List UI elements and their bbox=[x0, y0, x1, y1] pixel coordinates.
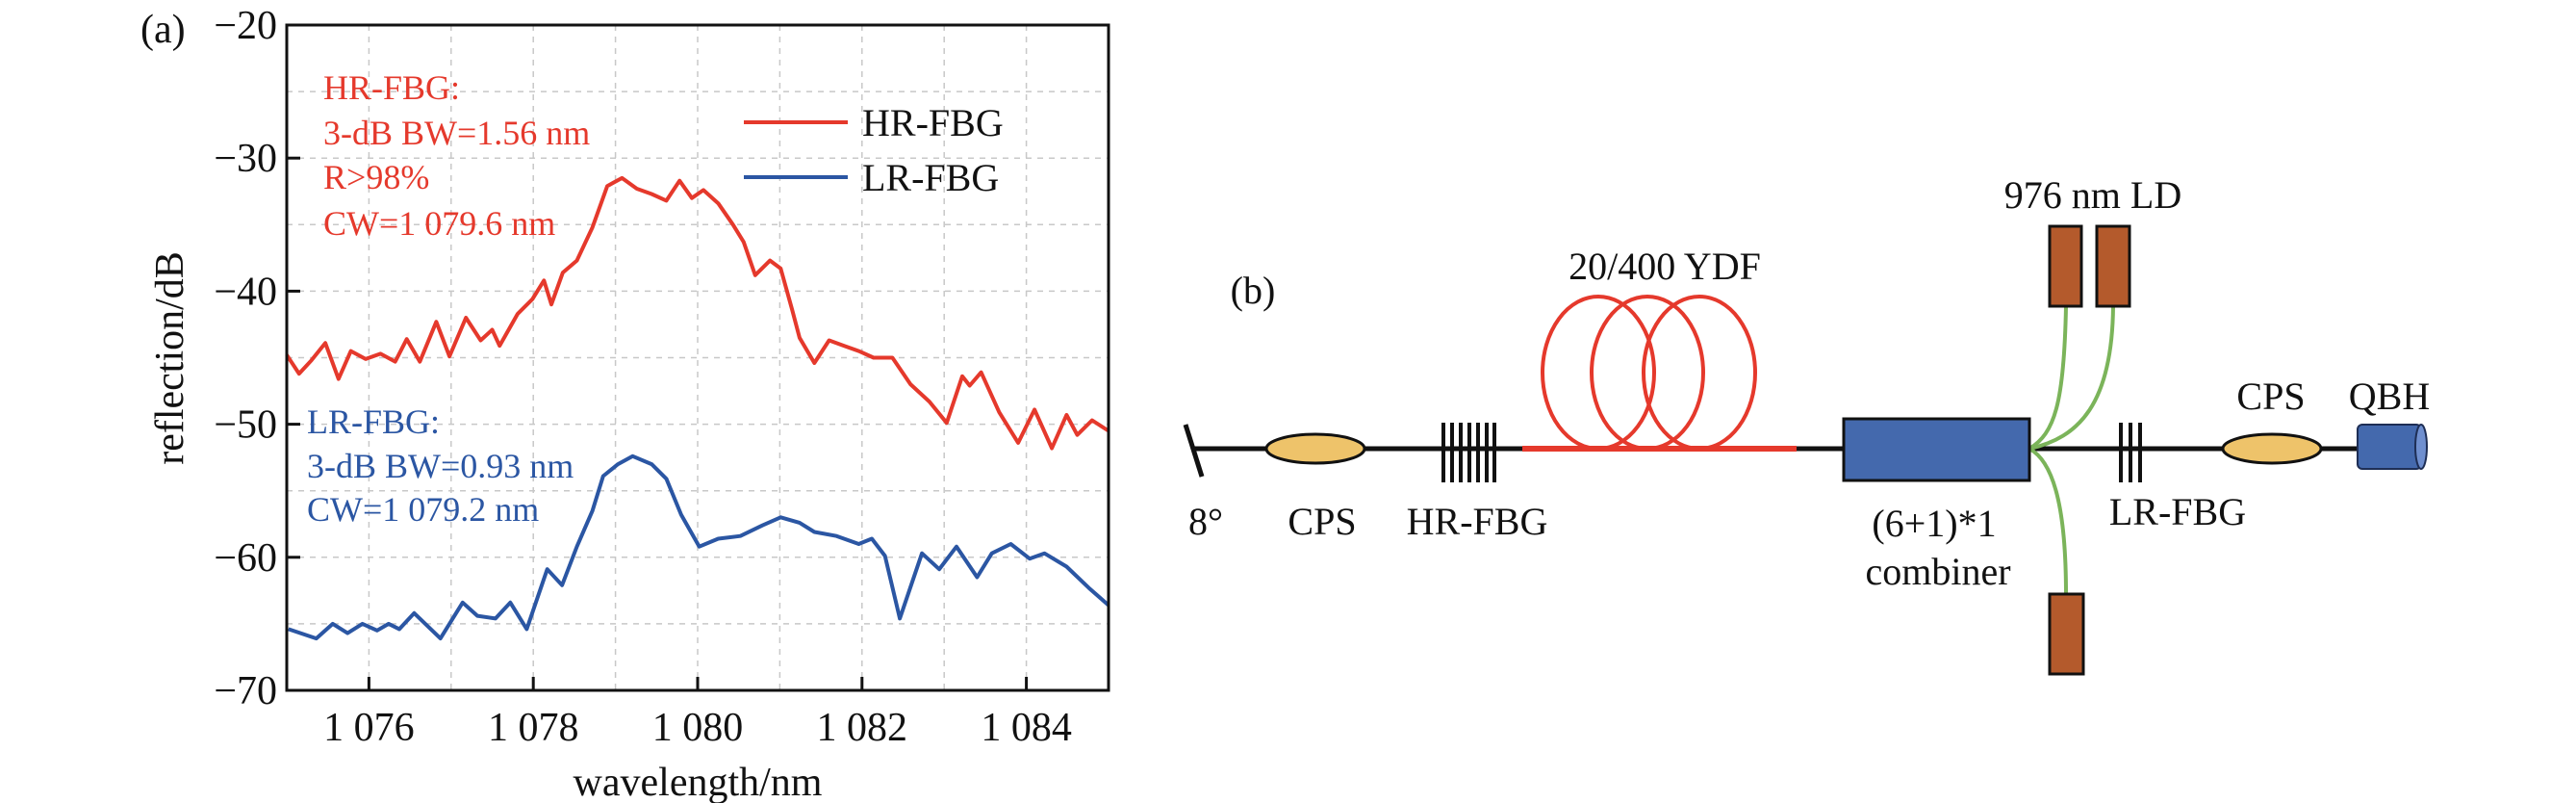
y-axis-label: reflection/dB bbox=[148, 251, 192, 465]
hr-fbg-label: HR-FBG bbox=[1407, 500, 1548, 543]
lr-annotation-line: CW=1 079.2 nm bbox=[307, 490, 539, 529]
lr-fbg-grating bbox=[2119, 423, 2142, 482]
y-tick-label: −40 bbox=[214, 270, 277, 314]
hr-annotation-line: 3-dB BW=1.56 nm bbox=[323, 114, 590, 152]
y-tick-label: −60 bbox=[214, 536, 277, 581]
x-axis-label: wavelength/nm bbox=[574, 761, 823, 803]
combiner-label-line1: (6+1)*1 bbox=[1872, 502, 1996, 545]
y-tick-label: −70 bbox=[214, 669, 277, 713]
laser-diode bbox=[2048, 592, 2085, 676]
lr-annotation-line: LR-FBG: bbox=[307, 402, 440, 441]
pump-fibers bbox=[2028, 305, 2115, 595]
y-tick-label: −50 bbox=[214, 403, 277, 448]
plot-series bbox=[285, 175, 1110, 641]
y-tick-label: −30 bbox=[214, 137, 277, 181]
grid-lines bbox=[287, 25, 1109, 690]
legend-label-hr: HR-FBG bbox=[862, 101, 1004, 144]
pump-laser-diodes bbox=[2048, 224, 2131, 676]
lr-annotation: LR-FBG: 3-dB BW=0.93 nm CW=1 079.2 nm bbox=[307, 402, 574, 529]
fiber-laser-setup-diagram: (b) 20/400 YDF 976 nm LD bbox=[1183, 173, 2430, 676]
x-tick-label: 1 082 bbox=[817, 706, 908, 750]
angle-label: 8° bbox=[1188, 500, 1223, 543]
ydf-coil bbox=[1522, 295, 1797, 452]
hr-annotation-line: R>98% bbox=[323, 158, 429, 196]
qbh-connector bbox=[2357, 424, 2428, 470]
x-tick-label: 1 076 bbox=[323, 706, 415, 750]
series-line-lr-fbg bbox=[288, 453, 1110, 641]
panel-b-label: (b) bbox=[1231, 269, 1276, 312]
cps-right-label: CPS bbox=[2236, 375, 2305, 418]
x-tick-label: 1 084 bbox=[981, 706, 1072, 750]
hr-fbg-grating bbox=[1441, 423, 1496, 482]
laser-diode bbox=[2048, 224, 2083, 308]
x-tick-label: 1 078 bbox=[488, 706, 579, 750]
panel-a-label: (a) bbox=[140, 8, 186, 52]
legend-label-lr: LR-FBG bbox=[862, 156, 999, 199]
x-tick-label: 1 080 bbox=[652, 706, 744, 750]
axis-ticks: 1 076 1 078 1 080 1 082 1 084 −20 −30 −40 −50 −60… bbox=[214, 4, 1072, 750]
laser-diode bbox=[2095, 224, 2131, 308]
combiner-label-line2: combiner bbox=[1865, 550, 2010, 593]
y-tick-label: −20 bbox=[214, 4, 277, 48]
qbh-label: QBH bbox=[2349, 375, 2430, 418]
lr-fbg-label: LR-FBG bbox=[2109, 490, 2246, 533]
hr-annotation-line: CW=1 079.6 nm bbox=[323, 204, 555, 243]
legend: HR-FBG LR-FBG bbox=[744, 101, 1004, 199]
ydf-label: 20/400 YDF bbox=[1569, 245, 1761, 288]
lr-annotation-line: 3-dB BW=0.93 nm bbox=[307, 447, 574, 485]
cps-left bbox=[1264, 432, 1366, 465]
angle-cleaved-end bbox=[1183, 424, 1205, 478]
cps-right bbox=[2221, 432, 2323, 465]
hr-annotation-line: HR-FBG: bbox=[323, 68, 460, 107]
series-line-hr-fbg bbox=[285, 175, 1110, 451]
hr-annotation: HR-FBG: 3-dB BW=1.56 nm R>98% CW=1 079.6… bbox=[323, 68, 590, 243]
combiner bbox=[1842, 417, 2031, 482]
cps-left-label: CPS bbox=[1288, 500, 1356, 543]
ld-label: 976 nm LD bbox=[2004, 173, 2181, 217]
reflection-spectrum-chart: (a) 1 076 1 078 1 080 1 082 1 084 −20 −30 −40 −5… bbox=[140, 4, 1110, 803]
